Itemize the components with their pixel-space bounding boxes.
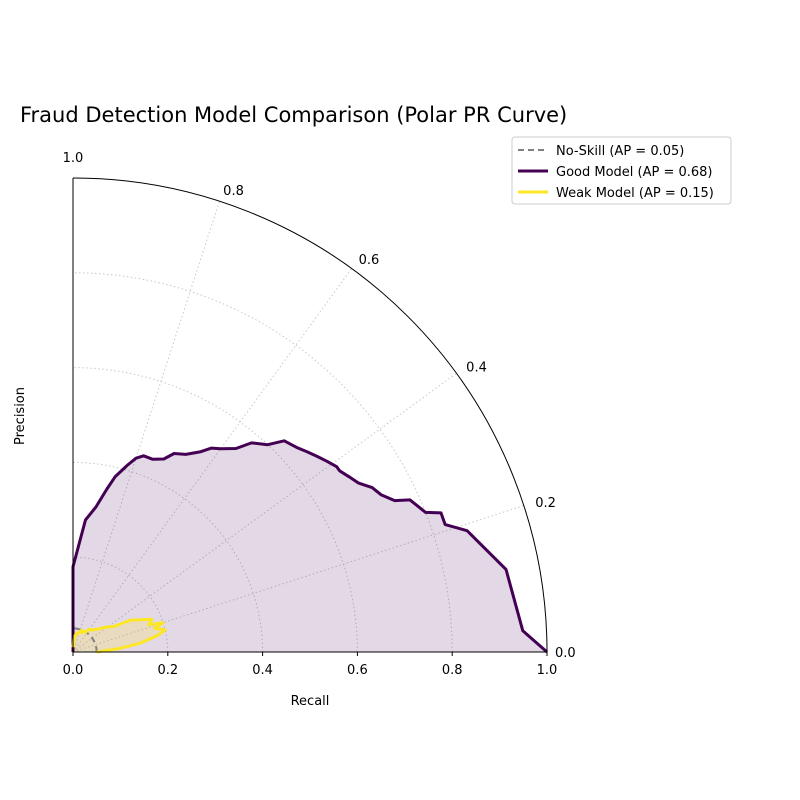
radial-grid-arc	[72, 367, 358, 653]
legend-label: No-Skill (AP = 0.05)	[556, 144, 684, 159]
angular-tick-label: 0.0	[555, 646, 576, 661]
angular-grid-line	[72, 372, 457, 653]
angular-tick-label: 1.0	[63, 151, 84, 166]
series-fill	[73, 440, 547, 652]
angular-grid-line	[72, 201, 220, 653]
series-fill	[73, 619, 166, 652]
chart-title: Fraud Detection Model Comparison (Polar …	[20, 103, 567, 127]
angular-tick-label: 0.4	[466, 360, 487, 375]
outer-arc	[72, 177, 548, 653]
radial-tick-label: 0.8	[442, 663, 463, 678]
angular-grid-line	[72, 505, 524, 653]
series-line	[72, 627, 98, 653]
radial-tick-label: 0.6	[347, 663, 368, 678]
tick-labels: 0.0 0.2 0.4 0.6 0.8 1.0 0.0 0.2 0.4 0.6 0.8 1.0	[63, 151, 576, 678]
angular-tick-label: 0.2	[535, 496, 556, 511]
radial-grid-arc	[72, 461, 264, 653]
radial-grid-arc	[72, 272, 453, 653]
legend: No-Skill (AP = 0.05) Good Model (AP = 0.6…	[511, 136, 732, 205]
y-axis-label: Precision	[13, 387, 28, 445]
series-fills	[73, 440, 547, 652]
series-line	[71, 617, 167, 654]
radial-tick-label: 1.0	[537, 663, 558, 678]
radial-grid-arc	[72, 556, 169, 653]
angular-tick-label: 0.8	[223, 184, 244, 199]
series-line	[71, 439, 548, 654]
legend-frame	[511, 136, 732, 205]
angular-grid-line	[72, 268, 353, 653]
radial-tick-label: 0.4	[252, 663, 273, 678]
legend-label: Weak Model (AP = 0.15)	[556, 186, 714, 201]
series-lines	[71, 439, 548, 654]
legend-label: Good Model (AP = 0.68)	[556, 165, 713, 180]
angular-tick-label: 0.6	[359, 253, 380, 268]
grid	[72, 201, 524, 653]
radial-tick-label: 0.0	[63, 663, 84, 678]
x-axis-label: Recall	[291, 694, 330, 709]
axes	[72, 177, 548, 656]
radial-tick-label: 0.2	[157, 663, 178, 678]
